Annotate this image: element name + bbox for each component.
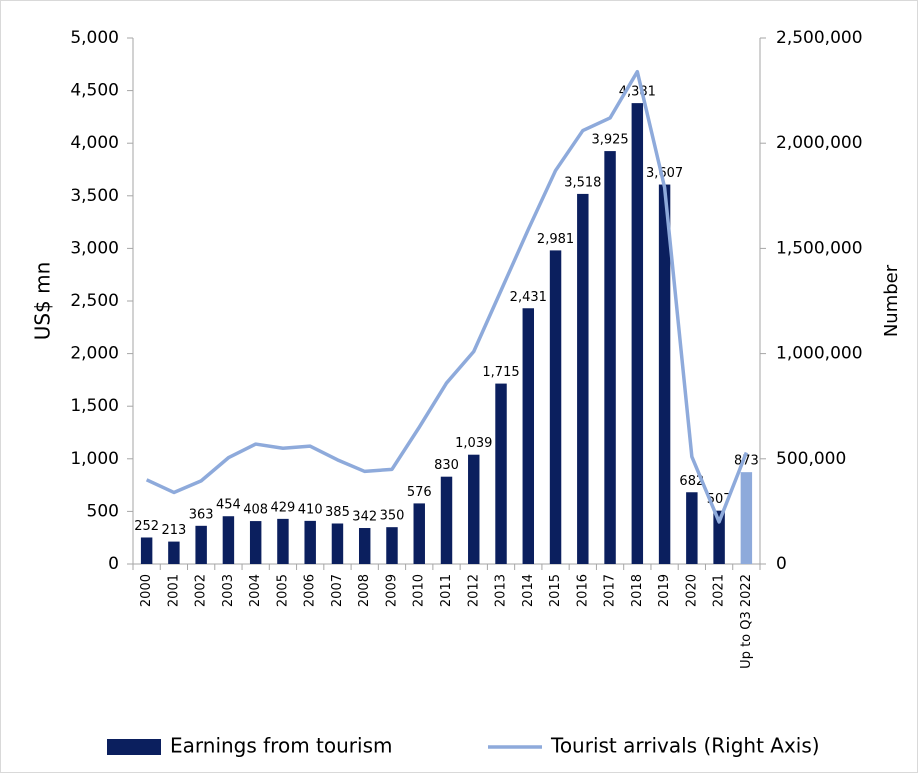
x-tick-label: 2003 [221,574,236,607]
x-tick-label: 2011 [439,574,454,607]
y2-tick-label: 1,500,000 [776,238,863,258]
x-tick-label: 2015 [548,574,563,607]
value-label: 1,715 [482,365,519,380]
x-tick-label: 2007 [330,574,345,607]
y2-tick-label: 2,500,000 [776,28,863,48]
y-tick-label: 4,500 [70,81,119,101]
value-label: 454 [216,498,241,513]
y2-axis-label: Number [881,264,902,337]
bar [440,476,453,564]
legend-label: Earnings from tourism [170,734,392,758]
bar [631,103,644,564]
x-tick-label: 2005 [275,574,290,607]
x-tick-label: 2017 [603,574,618,607]
value-label: 429 [271,500,296,515]
y-axis-label: US$ mn [31,262,55,341]
x-tick-label: 2006 [303,574,318,607]
value-label: 576 [407,485,432,500]
x-tick-label: 2016 [575,574,590,607]
x-tick-label: 2009 [384,574,399,607]
value-label: 830 [434,458,459,473]
y2-tick-label: 0 [776,554,787,574]
bar [249,521,262,564]
x-tick-label: 2021 [712,574,727,607]
x-tick-label: 2010 [412,574,427,607]
x-tick-label: 2000 [139,574,154,607]
y-tick-label: 1,000 [70,449,119,469]
value-label: 3,518 [564,175,601,190]
legend-label: Tourist arrivals (Right Axis) [550,734,820,758]
bar [331,523,344,564]
value-label: 682 [679,474,704,489]
value-label: 3,607 [646,166,683,181]
x-tick-label: 2004 [248,574,263,607]
x-tick-label: 2002 [194,574,209,607]
x-tick-label: 2018 [630,574,645,607]
value-label: 342 [352,510,377,525]
y-tick-label: 2,500 [70,291,119,311]
bar [168,541,180,564]
bar [522,308,535,564]
x-tick-label: 2019 [657,574,672,607]
y2-tick-label: 1,000,000 [776,344,863,364]
bar [604,151,616,564]
y-tick-label: 1,500 [70,396,119,416]
bar [386,527,398,564]
bar [413,503,425,564]
x-tick-label: 2012 [466,574,481,607]
bar [222,516,235,564]
y-tick-label: 3,000 [70,238,119,258]
bar [468,454,480,564]
bar [740,472,753,564]
x-tick-label: 2020 [684,574,699,607]
bar [713,510,725,564]
x-tick-label: 2013 [494,574,509,607]
y2-tick-label: 500,000 [776,449,846,469]
value-label: 3,925 [591,133,628,148]
y2-tick-label: 2,000,000 [776,133,863,153]
bar [549,250,562,564]
y-tick-label: 2,000 [70,344,119,364]
value-label: 2,981 [537,232,574,247]
value-label: 2,431 [510,290,547,305]
y-tick-label: 0 [108,554,119,574]
bar [686,492,698,564]
value-label: 385 [325,505,350,520]
value-label: 350 [380,509,405,524]
x-tick-label: 2008 [357,574,372,607]
y-tick-label: 5,000 [70,28,119,48]
value-label: 252 [134,519,159,534]
bar [658,184,671,565]
bar [304,520,316,564]
x-tick-label: 2014 [521,574,536,607]
y-tick-label: 500 [87,501,119,521]
bar [577,193,589,564]
value-label: 213 [161,523,186,538]
bar [277,518,289,564]
y-tick-label: 3,500 [70,186,119,206]
legend-swatch [107,739,161,755]
bar [358,528,371,564]
bar [495,383,507,564]
value-label: 410 [298,502,323,517]
x-tick-label: 2001 [166,574,181,607]
value-label: 408 [243,503,268,518]
value-label: 363 [189,507,214,522]
bar [195,525,207,564]
bar [140,537,153,564]
line [145,69,748,524]
value-label: 1,039 [455,436,492,451]
x-tick-label: Up to Q3 2022 [739,574,754,669]
y-tick-label: 4,000 [70,133,119,153]
